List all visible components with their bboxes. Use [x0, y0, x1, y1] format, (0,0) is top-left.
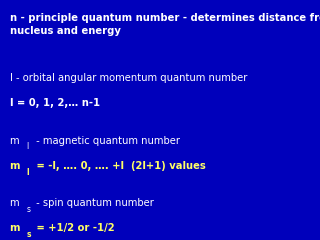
Text: s: s: [27, 230, 31, 239]
Text: m: m: [10, 161, 20, 171]
Text: l: l: [27, 168, 29, 177]
Text: = +1/2 or -1/2: = +1/2 or -1/2: [33, 223, 114, 233]
Text: n - principle quantum number - determines distance from the
nucleus and energy: n - principle quantum number - determine…: [10, 13, 320, 36]
Text: m: m: [10, 136, 19, 146]
Text: l - orbital angular momentum quantum number: l - orbital angular momentum quantum num…: [10, 73, 247, 83]
Text: m: m: [10, 223, 20, 233]
Text: = -l, …. 0, …. +l  (2l+1) values: = -l, …. 0, …. +l (2l+1) values: [33, 161, 205, 171]
Text: m: m: [10, 198, 19, 208]
Text: - magnetic quantum number: - magnetic quantum number: [33, 136, 180, 146]
Text: l = 0, 1, 2,… n-1: l = 0, 1, 2,… n-1: [10, 98, 100, 108]
Text: - spin quantum number: - spin quantum number: [33, 198, 154, 208]
Text: s: s: [27, 205, 30, 214]
Text: l: l: [27, 142, 29, 151]
